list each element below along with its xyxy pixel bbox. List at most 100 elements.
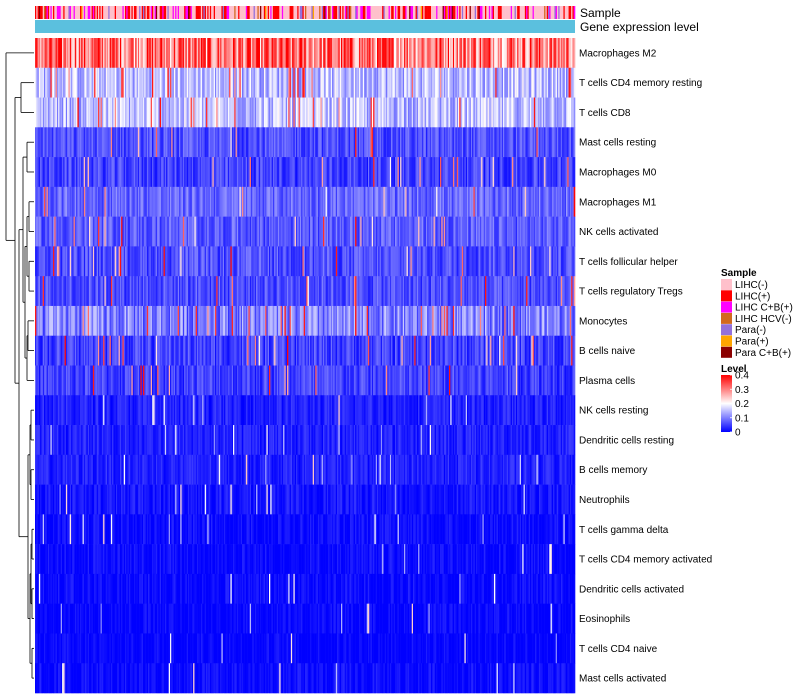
sample-annotation-cell <box>152 6 154 19</box>
sample-annotation-cell <box>481 6 483 19</box>
heatmap-cell <box>514 67 517 98</box>
heatmap-cell <box>236 335 239 366</box>
heatmap-cell <box>564 67 567 98</box>
heatmap-cell <box>85 97 87 128</box>
heatmap-cell <box>386 97 388 128</box>
sample-annotation-cell <box>69 6 72 19</box>
heatmap-cell <box>116 276 118 307</box>
heatmap-cell <box>132 157 135 188</box>
heatmap-cell <box>418 157 420 188</box>
heatmap-cell <box>276 305 279 337</box>
heatmap-cell <box>163 216 166 247</box>
heatmap-cell <box>517 246 519 277</box>
heatmap-cell <box>230 246 233 277</box>
heatmap-cell <box>108 305 110 337</box>
heatmap-cell <box>145 216 148 247</box>
heatmap-cell <box>382 186 384 217</box>
heatmap-cell <box>456 216 459 247</box>
heatmap-cell <box>252 305 254 337</box>
heatmap-cell <box>445 97 447 128</box>
heatmap-cell <box>450 186 452 217</box>
heatmap-cell <box>72 246 74 277</box>
heatmap-cell <box>146 335 149 366</box>
heatmap-cell <box>491 276 494 307</box>
heatmap-cell <box>249 97 252 128</box>
heatmap-cell <box>389 216 392 247</box>
heatmap-cell <box>486 157 488 188</box>
heatmap-cell <box>514 97 517 128</box>
heatmap-cell <box>398 305 401 337</box>
heatmap-cell <box>144 157 146 188</box>
heatmap-cell <box>118 216 121 247</box>
sample-annotation-cell <box>289 6 292 19</box>
heatmap-cell <box>135 186 137 217</box>
heatmap-cell <box>415 38 418 69</box>
heatmap-cell <box>294 157 297 188</box>
heatmap-cell <box>182 157 185 188</box>
heatmap-cell <box>221 186 224 217</box>
heatmap-cell <box>287 305 289 337</box>
heatmap-cell <box>303 305 306 337</box>
heatmap-cell <box>224 38 226 69</box>
heatmap-cell <box>56 216 59 247</box>
heatmap-cell <box>63 186 65 217</box>
heatmap-cell <box>36 276 38 307</box>
heatmap-cell <box>380 216 383 247</box>
heatmap-cell <box>290 127 293 158</box>
heatmap-cell <box>139 157 141 188</box>
heatmap-cell <box>206 127 208 158</box>
heatmap-cell <box>179 246 181 277</box>
heatmap-cell <box>533 67 536 98</box>
heatmap-cell <box>397 246 400 277</box>
heatmap-cell <box>37 276 40 307</box>
heatmap-cell <box>375 186 378 217</box>
heatmap-cell <box>64 97 67 128</box>
heatmap-cell <box>91 157 94 188</box>
heatmap-cell <box>96 186 99 217</box>
heatmap-cell <box>240 97 243 128</box>
heatmap-cell <box>51 276 54 307</box>
heatmap-cell <box>220 246 222 277</box>
heatmap-cell <box>153 67 155 98</box>
sample-annotation-cell <box>402 6 405 19</box>
heatmap-cell <box>467 67 469 98</box>
heatmap-cell <box>116 216 118 247</box>
sample-annotation-cell <box>46 6 49 19</box>
sample-annotation-cell <box>405 6 407 19</box>
sample-annotation-cell <box>122 6 125 19</box>
heatmap-cell <box>267 157 270 188</box>
heatmap-cell <box>401 127 404 158</box>
heatmap-cell <box>244 305 247 337</box>
heatmap-cell <box>353 305 356 337</box>
heatmap-cell <box>365 305 368 337</box>
heatmap-cell <box>51 127 54 158</box>
heatmap-cell <box>186 276 189 307</box>
heatmap-cell <box>335 157 338 188</box>
sample-annotation-cell <box>329 6 332 19</box>
heatmap-cell <box>563 246 566 277</box>
heatmap-cell <box>38 246 41 277</box>
heatmap-cell <box>73 186 76 217</box>
heatmap-cell <box>141 335 144 366</box>
heatmap-cell <box>351 305 353 337</box>
heatmap-cell <box>35 246 37 277</box>
heatmap-cell <box>126 97 128 128</box>
heatmap-cell <box>258 186 261 217</box>
heatmap-cell <box>567 67 569 98</box>
heatmap-cell <box>221 38 224 69</box>
heatmap-cell <box>512 38 514 69</box>
heatmap-cell <box>541 67 544 98</box>
heatmap-cell <box>285 186 288 217</box>
heatmap-cell <box>329 67 332 98</box>
heatmap-cell <box>170 305 172 337</box>
heatmap-cell <box>98 186 100 217</box>
heatmap-cell <box>573 97 576 128</box>
heatmap-cell <box>58 305 60 337</box>
heatmap-cell <box>224 97 226 128</box>
heatmap-cell <box>242 157 244 188</box>
heatmap-cell <box>311 246 314 277</box>
heatmap-cell <box>67 38 69 69</box>
heatmap-cell <box>256 276 258 307</box>
sample-annotation-cell <box>429 6 432 19</box>
heatmap-cell <box>568 38 571 69</box>
